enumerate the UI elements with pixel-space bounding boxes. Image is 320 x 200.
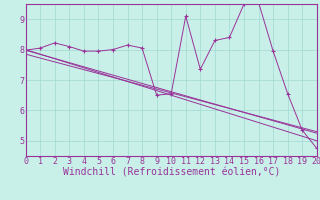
X-axis label: Windchill (Refroidissement éolien,°C): Windchill (Refroidissement éolien,°C) <box>62 168 280 178</box>
